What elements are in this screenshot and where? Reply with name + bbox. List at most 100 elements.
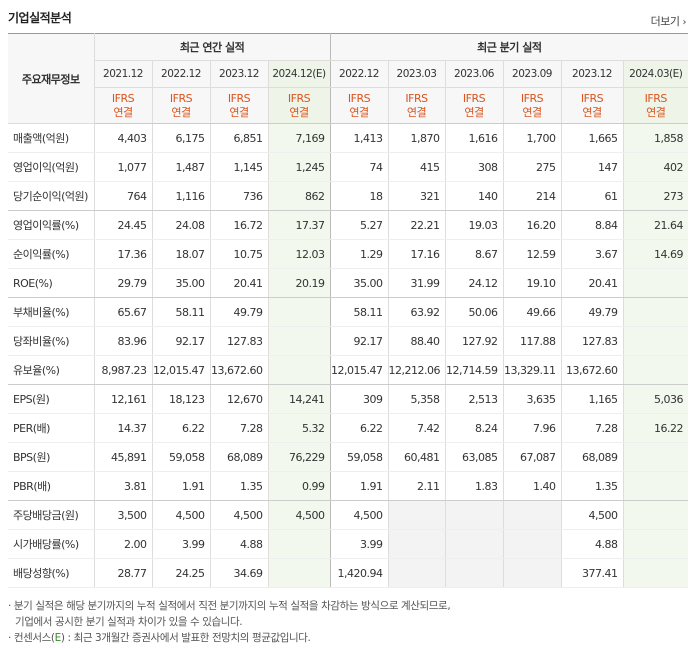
value-cell: 4,500 <box>268 500 331 530</box>
value-cell: 1.35 <box>561 471 624 501</box>
period-header: 2023.09 <box>503 60 562 88</box>
value-cell <box>623 442 689 472</box>
value-cell <box>623 529 689 559</box>
value-cell: 127.83 <box>210 326 269 356</box>
value-cell: 49.79 <box>210 297 269 327</box>
value-cell: 377.41 <box>561 558 624 588</box>
value-cell: 16.20 <box>503 210 562 240</box>
consolidated-label: 연결 <box>646 105 666 119</box>
table-row: 영업이익률(%) 24.45 24.08 16.72 17.37 5.27 22.21 19.… <box>8 210 689 240</box>
value-cell: 12.59 <box>503 239 562 269</box>
period-header: 2021.12 <box>94 60 153 88</box>
value-cell: 29.79 <box>94 268 153 298</box>
value-cell: 31.99 <box>388 268 446 298</box>
value-cell: 4.88 <box>210 529 269 559</box>
value-cell: 5.27 <box>330 210 389 240</box>
financial-table: 주요재무정보 최근 연간 실적 최근 분기 실적 2021.12 2022.12 2… <box>8 33 689 588</box>
value-cell: 20.41 <box>561 268 624 298</box>
value-cell: 18 <box>330 181 389 211</box>
value-cell: 22.21 <box>388 210 446 240</box>
value-cell: 1.29 <box>330 239 389 269</box>
period-header: 2022.12 <box>152 60 211 88</box>
value-cell: 127.83 <box>561 326 624 356</box>
value-cell: 7,169 <box>268 123 331 153</box>
value-cell: 1,870 <box>388 123 446 153</box>
consolidated-label: 연결 <box>113 105 133 119</box>
ifrs-label: IFRS <box>347 91 371 105</box>
ifrs-label: IFRS <box>227 91 251 105</box>
value-cell <box>388 558 446 588</box>
value-cell: 12,670 <box>210 384 269 414</box>
value-cell: 402 <box>623 152 689 182</box>
value-cell <box>268 558 331 588</box>
value-cell <box>445 529 504 559</box>
value-cell: 68,089 <box>210 442 269 472</box>
consolidated-label: 연결 <box>349 105 369 119</box>
value-cell: 8.84 <box>561 210 624 240</box>
value-cell: 764 <box>94 181 153 211</box>
row-label: ROE(%) <box>8 268 95 298</box>
value-cell: 12.03 <box>268 239 331 269</box>
section-header: 기업실적분석 더보기 › <box>0 0 694 30</box>
value-cell: 6,851 <box>210 123 269 153</box>
value-cell: 49.66 <box>503 297 562 327</box>
row-label: 유보율(%) <box>8 355 95 385</box>
value-cell: 45,891 <box>94 442 153 472</box>
ifrs-label: IFRS <box>644 91 668 105</box>
value-cell: 14.37 <box>94 413 153 443</box>
value-cell <box>445 558 504 588</box>
footnote-quarterly-cont: 기업에서 공시한 분기 실적과 차이가 있을 수 있습니다. <box>15 616 243 628</box>
value-cell: 6.22 <box>330 413 389 443</box>
consolidated-label: 연결 <box>464 105 484 119</box>
value-cell <box>623 355 689 385</box>
period-header: 2024.12(E) <box>268 60 331 88</box>
value-cell: 275 <box>503 152 562 182</box>
value-cell: 3,500 <box>94 500 153 530</box>
value-cell: 8.24 <box>445 413 504 443</box>
table-row: 시가배당률(%) 2.00 3.99 4.88 3.99 4.88 <box>8 529 689 559</box>
table-row: 당좌비율(%) 83.96 92.17 127.83 92.17 88.40 127.92 1… <box>8 326 689 356</box>
value-cell: 68,089 <box>561 442 624 472</box>
row-label: 순이익률(%) <box>8 239 95 269</box>
value-cell: 12,015.47 <box>330 355 389 385</box>
value-cell: 8.67 <box>445 239 504 269</box>
value-cell: 20.19 <box>268 268 331 298</box>
value-cell: 1,145 <box>210 152 269 182</box>
value-cell: 24.25 <box>152 558 211 588</box>
value-cell <box>623 326 689 356</box>
ifrs-header: IFRS 연결 <box>152 87 211 124</box>
value-cell: 1,077 <box>94 152 153 182</box>
ifrs-header: IFRS 연결 <box>210 87 269 124</box>
value-cell: 12,161 <box>94 384 153 414</box>
value-cell: 92.17 <box>152 326 211 356</box>
table-row: 순이익률(%) 17.36 18.07 10.75 12.03 1.29 17.16 8.67… <box>8 239 689 269</box>
ifrs-label: IFRS <box>462 91 486 105</box>
value-cell: 1,487 <box>152 152 211 182</box>
row-label: 부채비율(%) <box>8 297 95 327</box>
ifrs-label: IFRS <box>169 91 193 105</box>
value-cell: 5,036 <box>623 384 689 414</box>
table-row: 유보율(%) 8,987.23 12,015.47 13,672.60 12,015.4… <box>8 355 689 385</box>
table-row: 당기순이익(억원) 764 1,116 736 862 18 321 140 214 61 273 <box>8 181 689 211</box>
value-cell: 83.96 <box>94 326 153 356</box>
value-cell: 1,413 <box>330 123 389 153</box>
value-cell: 76,229 <box>268 442 331 472</box>
value-cell: 7.42 <box>388 413 446 443</box>
period-header: 2022.12 <box>330 60 389 88</box>
table-row: PBR(배) 3.81 1.91 1.35 0.99 1.91 2.11 1.83 1.40 1.… <box>8 471 689 501</box>
value-cell: 61 <box>561 181 624 211</box>
value-cell: 1,700 <box>503 123 562 153</box>
table-row: 영업이익(억원) 1,077 1,487 1,145 1,245 74 415 308 275 1… <box>8 152 689 182</box>
value-cell <box>623 558 689 588</box>
annual-group-header: 최근 연간 실적 <box>94 33 331 61</box>
value-cell: 14.69 <box>623 239 689 269</box>
value-cell: 35.00 <box>330 268 389 298</box>
value-cell: 18.07 <box>152 239 211 269</box>
value-cell: 1.35 <box>210 471 269 501</box>
section-title: 기업실적분석 <box>8 11 72 25</box>
value-cell: 1,858 <box>623 123 689 153</box>
more-link[interactable]: 더보기 › <box>651 13 687 29</box>
value-cell: 7.28 <box>561 413 624 443</box>
table-row: ROE(%) 29.79 35.00 20.41 20.19 35.00 31.99 24.1… <box>8 268 689 298</box>
value-cell: 16.72 <box>210 210 269 240</box>
